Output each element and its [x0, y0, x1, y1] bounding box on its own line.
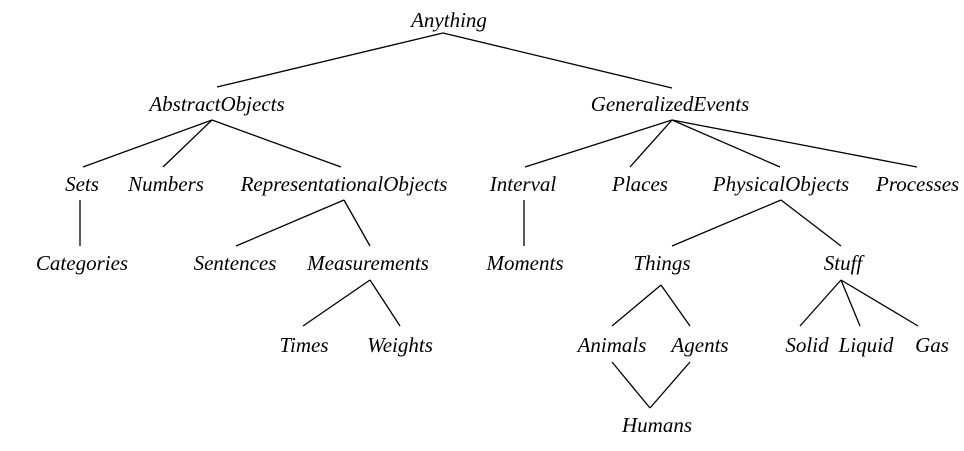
edge-measurements-to-weights: [369, 279, 401, 327]
edge-representational-objects-to-sentences: [235, 199, 345, 247]
edge-anything-to-abstract-objects: [216, 32, 444, 88]
node-categories: Categories: [35, 251, 129, 275]
edge-representational-objects-to-measurements: [343, 199, 371, 247]
node-processes: Processes: [876, 172, 960, 196]
node-times: Times: [279, 333, 329, 357]
node-agents: Agents: [671, 333, 729, 357]
edge-agents-to-humans: [649, 361, 691, 409]
node-sentences: Sentences: [193, 251, 277, 275]
edge-things-to-animals: [611, 284, 662, 327]
node-numbers: Numbers: [128, 172, 204, 196]
node-animals: Animals: [577, 333, 647, 357]
node-things: Things: [633, 251, 691, 275]
edge-physical-objects-to-stuff: [780, 199, 842, 247]
node-generalized-events: GeneralizedEvents: [590, 92, 750, 116]
node-moments: Moments: [486, 251, 564, 275]
edge-generalized-events-to-places: [629, 119, 673, 168]
edge-generalized-events-to-processes: [671, 119, 918, 168]
node-stuff: Stuff: [823, 251, 863, 275]
edge-stuff-to-liquid: [840, 279, 861, 327]
node-solid: Solid: [785, 333, 829, 357]
node-processes-clip: Processes: [876, 172, 964, 198]
node-humans: Humans: [621, 413, 693, 437]
node-measurements: Measurements: [307, 251, 429, 275]
node-interval: Interval: [489, 172, 557, 196]
node-abstract-objects: AbstractObjects: [149, 92, 285, 116]
edge-anything-to-generalized-events: [442, 32, 673, 89]
edge-measurements-to-times: [302, 279, 371, 327]
edge-stuff-to-solid: [799, 279, 842, 327]
node-places: Places: [612, 172, 668, 196]
edge-generalized-events-to-interval: [524, 119, 673, 168]
node-gas: Gas: [915, 333, 949, 357]
node-sets: Sets: [65, 172, 99, 196]
edge-physical-objects-to-things: [671, 199, 782, 247]
edge-animals-to-humans: [611, 361, 651, 409]
edge-abstract-objects-to-numbers: [162, 119, 213, 168]
node-liquid: Liquid: [838, 333, 894, 357]
edge-generalized-events-to-physical-objects: [671, 119, 781, 168]
edge-stuff-to-gas: [840, 279, 919, 327]
node-representational-objects: RepresentationalObjects: [240, 172, 448, 196]
edge-things-to-agents: [660, 284, 691, 327]
node-anything: Anything: [411, 8, 487, 32]
node-weights: Weights: [367, 333, 433, 357]
edge-abstract-objects-to-representational-objects: [211, 119, 342, 168]
node-physical-objects: PhysicalObjects: [712, 172, 850, 196]
edge-abstract-objects-to-sets: [82, 119, 213, 168]
